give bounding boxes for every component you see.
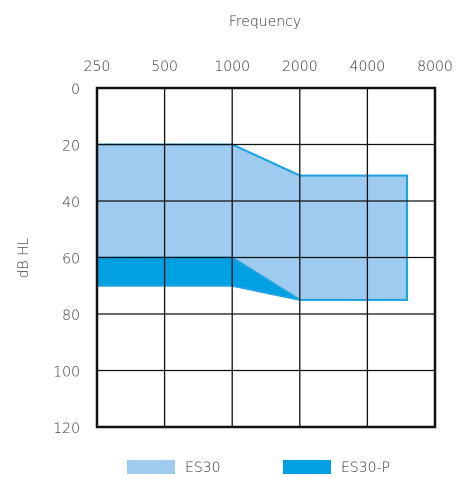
y-tick-label: 40 <box>62 195 80 211</box>
y-tick-label: 120 <box>53 421 80 437</box>
x-axis-title: Frequency <box>229 14 301 30</box>
y-tick-label: 100 <box>53 365 80 381</box>
legend-swatch <box>127 460 175 474</box>
y-tick-label: 0 <box>71 82 80 98</box>
x-tick-label: 8000 <box>417 59 453 75</box>
x-tick-label: 2000 <box>282 59 318 75</box>
plot-frame <box>95 86 437 429</box>
y-tick-label: 80 <box>62 308 80 324</box>
legend-label: ES30 <box>185 460 221 476</box>
legend-swatch <box>283 460 331 474</box>
y-tick-label: 20 <box>62 139 80 155</box>
y-axis-title: dB HL <box>16 237 32 278</box>
x-tick-label: 4000 <box>350 59 386 75</box>
x-tick-label: 1000 <box>214 59 250 75</box>
legend-label: ES30-P <box>341 460 390 476</box>
y-tick-label: 60 <box>62 252 80 268</box>
x-tick-label: 500 <box>151 59 178 75</box>
x-tick-label: 250 <box>84 59 111 75</box>
